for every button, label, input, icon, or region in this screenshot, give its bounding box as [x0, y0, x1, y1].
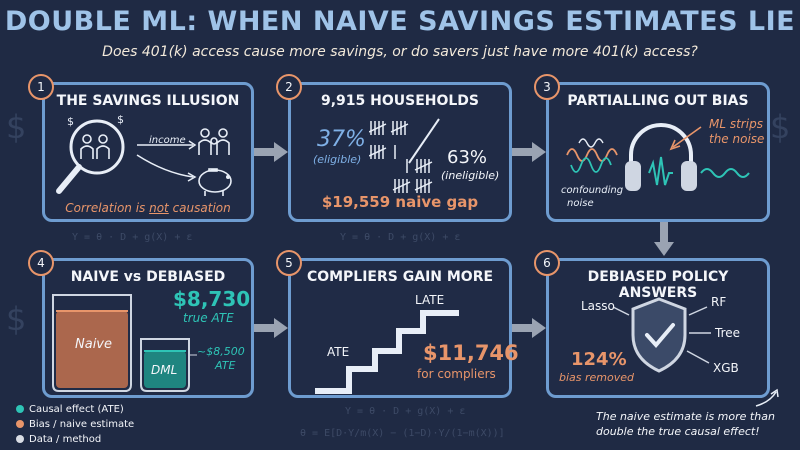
step-number: 6 [534, 250, 560, 276]
flow-arrow [254, 318, 288, 338]
legend-item: Causal effect (ATE) [16, 404, 124, 415]
noise-wave [570, 157, 612, 173]
noise-wave [578, 138, 604, 148]
legend-item: Data / method [16, 434, 101, 445]
ate-value: $8,730 [173, 287, 251, 311]
panel-title: PARTIALLING OUT BIAS [567, 93, 749, 109]
legend-dot [16, 420, 24, 428]
caption-pre: Correlation is [65, 201, 150, 215]
tally-marks [369, 118, 440, 193]
flow-arrow [512, 142, 546, 162]
naive-gap: $19,559 naive gap [321, 193, 479, 211]
dollar-sign-decoration: $ [6, 108, 27, 146]
shield-illustration [612, 297, 711, 373]
panel-policy-answers: DEBIASED POLICY ANSWERS Lasso RF Tree XG… [546, 258, 770, 398]
background-formula: Y = θ · D + g(X) + ε [340, 232, 461, 243]
late-label: LATE [415, 293, 445, 307]
noise-wave [566, 148, 618, 162]
legend-dot [16, 435, 24, 443]
svg-text:$: $ [117, 113, 124, 126]
panel-title: THE SAVINGS ILLUSION [56, 93, 240, 109]
model-tree: Tree [715, 326, 741, 340]
panel-savings-illusion: THE SAVINGS ILLUSION $ $ income [42, 82, 254, 222]
footer-note-line2: double the true causal effect! [596, 425, 760, 438]
dollar-sign-decoration: $ [770, 108, 791, 146]
dml-value: ~$8,500 [197, 345, 245, 358]
flow-arrow [512, 318, 546, 338]
footer-note-line1: The naive estimate is more than [596, 410, 775, 423]
eligible-percent: 37% [317, 127, 366, 152]
clean-wave [700, 168, 750, 178]
noise-label-line1: confounding [561, 185, 624, 196]
dollar-sign-decoration: $ [6, 300, 27, 338]
panel-naive-vs-debiased: NAIVE vs DEBIASED $8,730 true ATE Naive … [42, 258, 254, 398]
model-xgb: XGB [713, 361, 739, 375]
eligible-label: (eligible) [313, 153, 362, 166]
naive-beaker [52, 294, 132, 392]
causation-caption: Correlation is not causation [45, 201, 251, 215]
ineligible-label: (ineligible) [441, 169, 500, 182]
staircase-illustration [315, 310, 459, 394]
headphones-icon [625, 123, 697, 191]
caption-post: causation [168, 201, 231, 215]
headphones-waveform-illustration [566, 123, 750, 191]
caption-emph: not [149, 201, 169, 215]
dml-label: DML [151, 363, 178, 377]
panel-title: COMPLIERS GAIN MORE [306, 269, 494, 285]
compliers-label: for compliers [417, 367, 496, 381]
ml-note-line1: ML strips [709, 117, 763, 131]
bias-removed-label: bias removed [559, 371, 635, 384]
beakers-illustration [52, 294, 197, 392]
page-title: DOUBLE ML: WHEN NAIVE SAVINGS ESTIMATES … [4, 6, 796, 37]
svg-text:$: $ [67, 115, 74, 128]
model-rf: RF [711, 295, 727, 309]
piggy-bank-icon [198, 168, 232, 196]
legend-label: Bias / naive estimate [29, 419, 135, 430]
background-formula: θ = E[D·Y/m(X) − (1−D)·Y/(1−m(X))] [300, 428, 505, 439]
background-formula: Y = θ · D + g(X) + ε [345, 406, 466, 417]
panel-compliers: COMPLIERS GAIN MORE LATE ATE $11,746 for… [288, 258, 519, 398]
income-label: income [149, 135, 186, 146]
dml-value-label: ATE [215, 359, 236, 372]
compliers-value: $11,746 [423, 341, 519, 365]
ate-label: true ATE [183, 311, 234, 325]
naive-label: Naive [75, 337, 112, 352]
step-number: 3 [534, 74, 560, 100]
flow-arrow [654, 222, 674, 256]
legend-dot [16, 405, 24, 413]
background-formula: Y = θ · D + g(X) + ε [72, 232, 193, 243]
legend-label: Causal effect (ATE) [29, 404, 124, 415]
panel-households: 9,915 HOUSEHOLDS 37% (eligible) 63% (ine… [288, 82, 512, 222]
flow-arrow [254, 142, 288, 162]
step-number: 2 [276, 74, 302, 100]
panel-title: DEBIASED POLICY ANSWERS [587, 269, 729, 301]
magnifier-family-illustration: $ $ [56, 113, 232, 196]
bias-removed-percent: 124% [571, 349, 627, 370]
legend-label: Data / method [29, 434, 102, 445]
panel-title: 9,915 HOUSEHOLDS [320, 93, 480, 109]
model-lasso: Lasso [581, 299, 615, 313]
noise-label-line2: noise [567, 198, 594, 209]
step-number: 1 [28, 74, 54, 100]
legend-item: Bias / naive estimate [16, 419, 134, 430]
ate-step-label: ATE [327, 345, 350, 359]
note-arrow [755, 388, 779, 407]
people-icon [80, 134, 110, 159]
step-number: 5 [276, 250, 302, 276]
dml-beaker [140, 338, 190, 392]
clean-wave [648, 156, 673, 186]
ineligible-percent: 63% [447, 147, 488, 168]
magnifier-icon [69, 119, 125, 175]
step-number: 4 [28, 250, 54, 276]
shield-check-icon [631, 297, 687, 373]
page-subtitle: Does 401(k) access cause more savings, o… [102, 44, 698, 60]
panel-title: NAIVE vs DEBIASED [70, 269, 226, 285]
panel-partialling-out: PARTIALLING OUT BIAS ML strips the noise… [546, 82, 770, 222]
ml-note-line2: the noise [709, 132, 765, 146]
family-icon [198, 128, 230, 155]
